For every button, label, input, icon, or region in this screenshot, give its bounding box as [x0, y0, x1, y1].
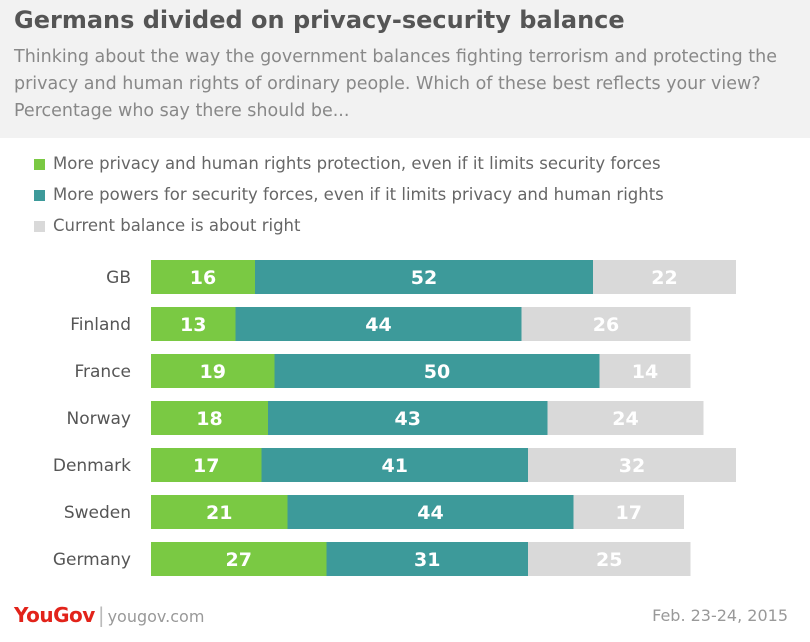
bar-segment [573, 495, 684, 529]
data-label: 17 [193, 455, 219, 477]
data-label: 52 [411, 267, 437, 289]
data-label: 14 [632, 361, 658, 383]
data-label: 19 [200, 361, 226, 383]
category-label: Sweden [64, 503, 131, 523]
data-label: 22 [651, 267, 677, 289]
category-label: Germany [53, 550, 131, 570]
legend-label-balance: Current balance is about right [53, 216, 301, 235]
bar-segment [151, 495, 288, 529]
data-label: 21 [206, 502, 232, 524]
data-label: 31 [414, 549, 440, 571]
data-label: 50 [424, 361, 450, 383]
header: Germans divided on privacy-security bala… [0, 0, 810, 138]
data-label: 25 [596, 549, 622, 571]
bar-segment [268, 401, 548, 435]
data-label: 27 [226, 549, 252, 571]
legend-swatch-privacy [34, 159, 45, 170]
data-label: 43 [395, 408, 421, 430]
bar-segment [151, 260, 255, 294]
bar-segment [255, 260, 593, 294]
bar-segment [274, 354, 600, 388]
bar-segment [547, 401, 704, 435]
stacked-bar-chart: GB 16 52 22 Finland 13 44 26 France 19 50 14 Norway 1… [53, 260, 736, 576]
footer-site: yougov.com [107, 607, 205, 626]
bar-segment [261, 448, 528, 482]
bar-segment [593, 260, 736, 294]
category-label: Finland [70, 315, 131, 335]
data-label: 41 [382, 455, 408, 477]
legend: More privacy and human rights protection… [34, 150, 664, 243]
data-label: 32 [619, 455, 645, 477]
legend-item-privacy: More privacy and human rights protection… [34, 150, 664, 181]
bar-segment [287, 495, 574, 529]
category-label: France [74, 362, 131, 382]
data-label: 44 [417, 502, 443, 524]
bar-segment [521, 307, 691, 341]
legend-item-security: More powers for security forces, even if… [34, 181, 664, 212]
bar-segment [151, 401, 268, 435]
chart-title: Germans divided on privacy-security bala… [14, 6, 625, 34]
bar-segment [235, 307, 522, 341]
bar-segment [599, 354, 691, 388]
bar-segment [528, 542, 691, 576]
category-label: Norway [67, 409, 132, 429]
data-label: 13 [180, 314, 206, 336]
legend-swatch-balance [34, 221, 45, 232]
bar-segment [151, 307, 236, 341]
category-label: GB [106, 268, 131, 288]
data-label: 26 [593, 314, 619, 336]
yougov-logo: YouGov [14, 603, 95, 627]
footer-separator: | [97, 603, 105, 627]
footer-branding: YouGov | yougov.com [14, 603, 204, 633]
legend-label-privacy: More privacy and human rights protection… [53, 154, 661, 173]
bar-segment [326, 542, 528, 576]
data-label: 17 [616, 502, 642, 524]
category-label: Denmark [53, 456, 131, 476]
bar-segment [528, 448, 736, 482]
survey-date: Feb. 23-24, 2015 [652, 606, 788, 625]
bar-segment [151, 448, 262, 482]
data-label: 44 [365, 314, 391, 336]
data-label: 24 [612, 408, 638, 430]
bar-segment [151, 542, 327, 576]
chart-subtitle: Thinking about the way the government ba… [14, 47, 777, 121]
data-label: 16 [190, 267, 216, 289]
data-label: 18 [196, 408, 222, 430]
legend-label-security: More powers for security forces, even if… [53, 185, 664, 204]
bar-segment [151, 354, 275, 388]
legend-swatch-security [34, 190, 45, 201]
legend-item-balance: Current balance is about right [34, 212, 664, 243]
